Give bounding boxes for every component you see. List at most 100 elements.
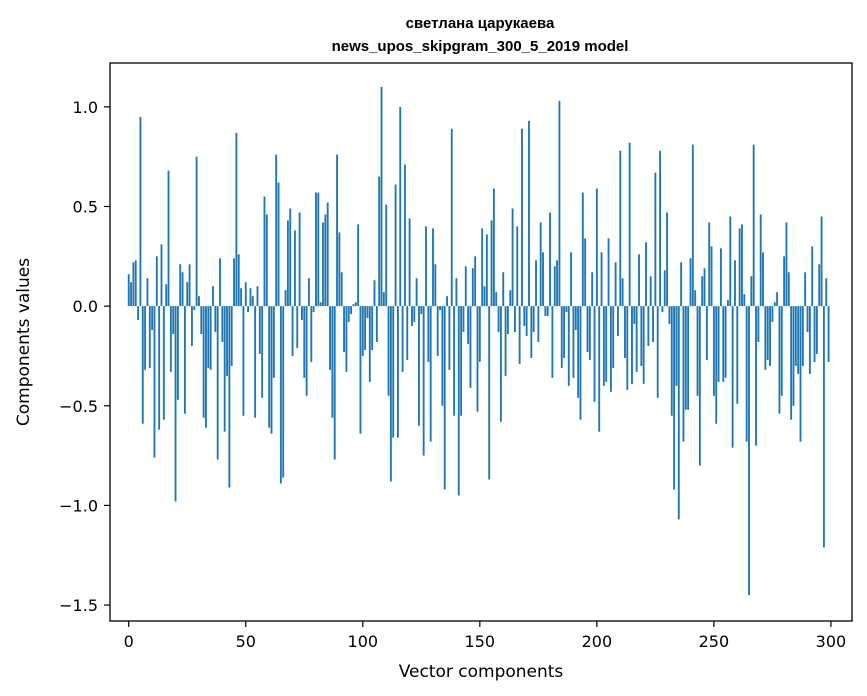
bar-0 — [127, 274, 130, 307]
bar-216 — [633, 306, 636, 325]
bar-173 — [532, 306, 535, 333]
bar-117 — [401, 306, 404, 372]
bar-53 — [251, 296, 254, 307]
bar-245 — [701, 276, 704, 307]
bar-66 — [282, 306, 285, 478]
bar-168 — [521, 128, 523, 307]
bar-37 — [214, 306, 217, 333]
bar-166 — [516, 226, 519, 307]
bar-190 — [572, 306, 575, 378]
bar-52 — [249, 288, 252, 307]
y-axis-ticks: 1.0 0.5 0.0 −0.5 −1.0 −1.5 — [59, 98, 110, 615]
bar-238 — [684, 306, 687, 410]
bar-158 — [497, 306, 500, 333]
bar-139 — [453, 306, 456, 416]
bar-276 — [773, 302, 776, 307]
bar-73 — [298, 212, 301, 307]
bar-243 — [696, 306, 699, 396]
bar-11 — [153, 306, 156, 458]
bar-179 — [546, 306, 549, 317]
bar-205 — [607, 238, 610, 307]
bar-29 — [195, 156, 198, 307]
bar-79 — [312, 306, 315, 313]
bar-291 — [808, 306, 811, 374]
bar-89 — [336, 154, 338, 307]
bar-221 — [645, 242, 647, 307]
bar-144 — [464, 266, 467, 307]
bar-59 — [265, 214, 268, 307]
bar-115 — [396, 306, 399, 438]
bar-191 — [574, 306, 577, 331]
bar-65 — [279, 306, 282, 484]
bar-237 — [682, 306, 685, 442]
bar-22 — [179, 264, 182, 307]
bar-90 — [338, 232, 341, 307]
bar-251 — [715, 306, 718, 424]
bar-14 — [160, 244, 163, 307]
bar-203 — [602, 306, 605, 386]
bar-132 — [436, 306, 439, 356]
bar-109 — [382, 292, 385, 307]
bar-84 — [324, 214, 327, 307]
x-tick-label-3: 150 — [465, 632, 496, 651]
bar-94 — [347, 306, 350, 323]
bar-123 — [415, 278, 418, 307]
bar-92 — [343, 306, 345, 352]
bar-277 — [776, 292, 779, 307]
bar-298 — [825, 278, 828, 307]
bar-62 — [272, 306, 275, 378]
bar-78 — [310, 306, 313, 362]
bar-61 — [270, 306, 273, 434]
bar-252 — [717, 306, 720, 382]
bar-50 — [244, 282, 247, 307]
bar-286 — [797, 306, 800, 374]
bar-247 — [705, 306, 708, 360]
bar-202 — [600, 252, 603, 307]
bar-45 — [233, 258, 235, 307]
bar-213 — [626, 306, 629, 390]
x-tick-label-5: 250 — [699, 632, 730, 651]
bar-110 — [385, 204, 388, 307]
bar-155 — [490, 220, 493, 307]
bar-267 — [752, 144, 755, 307]
bar-86 — [329, 306, 331, 370]
bar-273 — [766, 306, 769, 360]
bar-33 — [205, 306, 207, 428]
bar-259 — [734, 260, 736, 307]
bar-142 — [460, 306, 463, 416]
bar-54 — [254, 306, 257, 418]
bar-177 — [542, 252, 544, 307]
bar-174 — [535, 260, 537, 307]
bar-56 — [258, 306, 261, 354]
bar-13 — [158, 306, 161, 430]
bar-116 — [399, 106, 402, 307]
bar-130 — [432, 228, 434, 307]
bar-44 — [230, 306, 233, 366]
bar-227 — [659, 150, 661, 307]
bar-230 — [666, 212, 669, 307]
bar-217 — [635, 306, 638, 372]
bar-57 — [261, 306, 264, 398]
bar-231 — [668, 306, 671, 325]
bar-101 — [364, 306, 367, 350]
bar-260 — [736, 306, 739, 404]
bar-128 — [427, 306, 430, 362]
bar-36 — [212, 286, 214, 307]
x-tick-label-0: 0 — [124, 632, 134, 651]
bar-10 — [151, 306, 154, 331]
bar-268 — [755, 306, 757, 446]
bar-75 — [303, 306, 306, 378]
bar-172 — [530, 306, 533, 358]
bar-188 — [567, 306, 570, 386]
bar-257 — [729, 216, 732, 307]
bar-186 — [563, 306, 566, 358]
bar-278 — [778, 306, 781, 414]
bar-131 — [434, 264, 437, 307]
bar-275 — [771, 306, 774, 323]
bar-196 — [586, 306, 589, 352]
bar-184 — [558, 100, 561, 307]
bar-200 — [595, 188, 598, 307]
bar-269 — [757, 306, 760, 342]
y-tick-label-0: 1.0 — [73, 98, 98, 117]
